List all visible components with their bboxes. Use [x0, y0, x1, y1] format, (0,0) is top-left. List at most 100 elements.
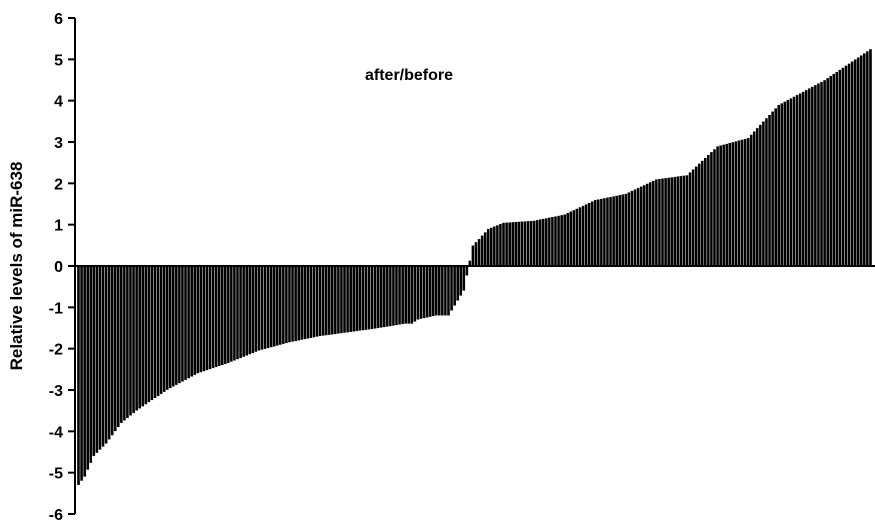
bar: [452, 265, 457, 306]
y-tick-label: -5: [49, 466, 63, 483]
bar: [153, 265, 157, 399]
bar: [489, 227, 494, 267]
bar: [263, 265, 267, 350]
bar: [171, 265, 176, 387]
bar: [801, 91, 805, 267]
y-tick-label: 5: [54, 52, 63, 69]
bar: [419, 265, 423, 320]
bar: [819, 81, 824, 267]
bar: [853, 59, 857, 267]
bar: [731, 141, 735, 267]
bar: [816, 83, 821, 267]
bar: [330, 265, 335, 335]
bar: [780, 102, 784, 267]
bar: [767, 114, 772, 267]
bar: [296, 265, 301, 341]
bar: [761, 121, 766, 267]
bar: [746, 137, 750, 267]
bar: [804, 89, 808, 267]
bar: [128, 265, 133, 416]
bar: [621, 194, 625, 267]
bar: [168, 265, 172, 389]
bar: [523, 220, 527, 267]
bar: [303, 265, 307, 340]
bar: [611, 195, 616, 267]
bar: [526, 220, 530, 267]
bar: [547, 217, 552, 267]
bar: [235, 265, 240, 360]
bar: [822, 79, 827, 267]
bar: [562, 214, 567, 267]
bar: [300, 265, 304, 341]
bar: [327, 265, 331, 336]
bar: [669, 176, 674, 267]
bar: [85, 265, 90, 471]
bar: [425, 265, 429, 318]
bar: [113, 265, 117, 432]
bar: [238, 265, 243, 359]
bar: [342, 265, 347, 334]
bar: [144, 265, 148, 405]
bar: [517, 221, 521, 267]
bar: [507, 221, 512, 267]
bar: [180, 265, 185, 382]
bar: [159, 265, 163, 395]
bar: [856, 57, 860, 267]
bar: [474, 241, 478, 267]
bar: [125, 265, 130, 419]
bar: [541, 218, 546, 267]
bar: [260, 265, 264, 351]
bar: [269, 265, 273, 348]
bar: [789, 97, 793, 267]
bar: [101, 265, 105, 448]
bar: [413, 265, 417, 322]
bar: [333, 265, 338, 335]
bar: [388, 265, 393, 327]
bar: [740, 139, 744, 267]
bar: [312, 265, 316, 338]
bar: [351, 265, 356, 332]
bar: [633, 189, 637, 267]
bar: [758, 124, 763, 267]
bar: [122, 265, 127, 421]
bar: [480, 235, 484, 267]
bar: [700, 160, 705, 267]
bar: [495, 224, 500, 267]
bar: [514, 221, 518, 267]
bar: [287, 265, 292, 343]
bar: [137, 265, 142, 409]
bar: [770, 111, 775, 267]
y-axis-label: Relative levels of miR-638: [7, 162, 26, 371]
bar: [749, 134, 753, 267]
bar: [694, 166, 698, 267]
bar: [345, 265, 350, 333]
bar: [718, 145, 723, 267]
y-axis-ticks: 6 5 4 3 2 1 0 -1 -2 -3 -4 -5 -6: [49, 11, 75, 522]
bar: [559, 214, 564, 267]
bar: [838, 69, 842, 267]
bar: [272, 265, 276, 347]
y-tick-label: 3: [54, 135, 63, 152]
bar: [501, 222, 506, 267]
bar: [82, 265, 87, 478]
bar: [538, 219, 542, 267]
bar: [244, 265, 249, 356]
bar: [223, 265, 228, 365]
y-tick-label: -4: [49, 424, 63, 441]
bar: [407, 265, 411, 325]
annotation-text: after/before: [365, 67, 453, 84]
bar: [131, 265, 136, 414]
bar: [786, 99, 790, 267]
bar: [232, 265, 237, 361]
bar: [859, 55, 864, 267]
bar: [682, 175, 686, 267]
bar: [569, 211, 573, 267]
bar: [183, 265, 188, 381]
bar: [226, 265, 231, 364]
bar: [725, 143, 729, 267]
bar: [553, 215, 558, 267]
bar: [581, 205, 585, 267]
bar: [150, 265, 154, 401]
bar: [777, 104, 781, 267]
